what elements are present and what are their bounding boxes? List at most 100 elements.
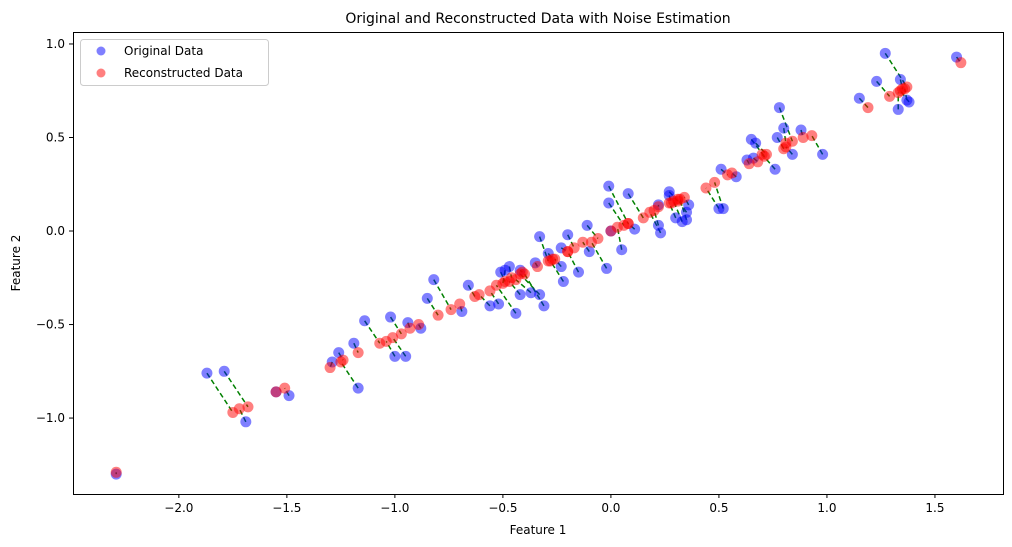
original-point [853,92,865,104]
noise-line [223,370,249,408]
reconstructed-point [335,356,347,368]
original-point [786,148,798,160]
original-point [557,276,569,288]
x-tick-label: −2.0 [164,501,193,515]
reconstructed-point [797,131,809,143]
reconstructed-point [387,332,399,344]
reconstructed-point [611,221,623,233]
reconstructed-point [894,85,906,97]
original-point [359,315,371,327]
reconstructed-point [413,319,425,331]
original-point [717,203,729,215]
original-point [769,163,781,175]
reconstructed-point [806,130,818,142]
original-point [510,307,522,319]
reconstructed-point [454,298,466,310]
reconstructed-point [352,347,364,359]
original-point [879,47,891,59]
original-point [773,102,785,114]
original-point [581,219,593,231]
original-point [771,131,783,143]
original-point [385,311,397,323]
noise-line [495,284,517,314]
original-point [352,382,364,394]
original-point [484,300,496,312]
original-point [514,289,526,301]
original-point [603,197,615,209]
original-point [555,261,567,273]
y-tick-label: −0.5 [36,318,65,332]
original-point [428,274,440,286]
reconstructed-point [445,304,457,316]
x-tick-label: 1.5 [925,501,944,515]
y-axis: −1.0 −0.5 0.0 0.5 1.0 [36,37,73,425]
reconstructed-point [531,261,543,273]
original-point [240,416,252,428]
original-point [562,229,574,241]
reconstructed-point [726,167,738,179]
reconstructed-point [518,268,530,280]
reconstructed-point [233,403,245,415]
reconstructed-point [110,466,122,478]
original-point [601,262,613,274]
original-point [603,180,615,192]
x-tick-label: −0.5 [488,501,517,515]
x-tick-label: 0.0 [601,501,620,515]
original-point [817,148,829,160]
x-tick-label: 1.0 [817,501,836,515]
original-point [400,350,412,362]
reconstructed-point [756,148,768,160]
original-point [750,137,762,149]
original-point [538,300,550,312]
x-tick-label: 0.5 [709,501,728,515]
reconstructed-point [562,246,574,258]
reconstructed-point [780,141,792,153]
original-point [534,231,546,243]
reconstructed-point [242,401,254,413]
original-point [622,188,634,200]
x-axis: −2.0 −1.5 −1.0 −0.5 0.0 0.5 1.0 1.5 [164,494,944,515]
legend-label-original: Original Data [124,44,203,58]
legend: Original Data Reconstructed Data [80,39,269,86]
reconstructed-point [955,57,967,69]
reconstructed-point [743,158,755,170]
x-tick-label: −1.5 [272,501,301,515]
reconstructed-point [862,102,874,114]
reconstructed-point [473,289,485,301]
original-point [462,279,474,291]
plot-area [73,32,1004,495]
y-tick-label: 0.0 [46,224,65,238]
original-point [493,298,505,310]
reconstructed-point [404,322,416,334]
chart-title: Original and Reconstructed Data with Noi… [345,11,730,27]
y-tick-label: 0.5 [46,130,65,144]
original-point [903,96,915,108]
reconstructed-point [652,201,664,213]
original-point [499,264,511,276]
reconstructed-point [432,309,444,321]
original-point [681,214,693,226]
original-point [778,122,790,134]
noise-line [608,185,629,224]
x-axis-label: Feature 1 [510,523,567,537]
reconstructed-point [279,382,291,394]
reconstructed-point [544,255,556,267]
legend-box [80,39,269,86]
original-point [525,287,537,299]
reconstructed-point [324,362,336,374]
legend-marker-original [96,46,106,56]
reconstructed-point [395,328,407,340]
reconstructed-point [270,386,282,398]
x-tick-label: −1.0 [380,501,409,515]
original-point [892,103,904,115]
reconstructed-point [674,193,686,205]
legend-marker-reconstructed [96,68,106,78]
reconstructed-point [709,176,721,188]
original-point [389,350,401,362]
original-point [652,219,664,231]
reconstructed-point [622,218,634,230]
reconstructed-point [577,236,589,248]
original-point [894,74,906,86]
reconstructed-point [585,236,597,248]
original-point [573,266,585,278]
